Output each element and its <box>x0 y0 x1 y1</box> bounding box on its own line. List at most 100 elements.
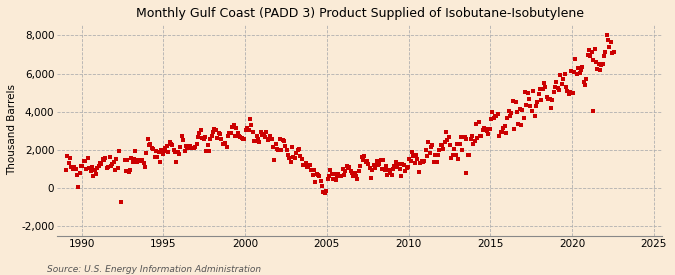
Point <box>318 190 329 194</box>
Point <box>387 167 398 171</box>
Point <box>308 168 319 172</box>
Point <box>576 68 587 72</box>
Point <box>310 180 321 184</box>
Point <box>454 142 465 146</box>
Point <box>430 153 441 158</box>
Point <box>394 167 405 171</box>
Point <box>426 144 437 149</box>
Point <box>414 161 425 166</box>
Point <box>526 109 537 113</box>
Point <box>251 134 262 138</box>
Point <box>236 136 247 141</box>
Y-axis label: Thousand Barrels: Thousand Barrels <box>7 84 17 175</box>
Point <box>138 161 149 165</box>
Point <box>204 149 215 153</box>
Point <box>314 174 325 178</box>
Point <box>193 135 204 139</box>
Point <box>375 158 386 162</box>
Point <box>588 58 599 62</box>
Point <box>338 173 349 178</box>
Point <box>417 160 428 164</box>
Point <box>464 152 475 157</box>
Point <box>137 157 148 162</box>
Point <box>422 153 433 158</box>
Point <box>72 173 82 177</box>
Point <box>283 153 294 157</box>
Point <box>134 159 145 163</box>
Point <box>128 160 138 164</box>
Point <box>197 136 208 140</box>
Point <box>201 149 212 154</box>
Point <box>172 149 183 154</box>
Point <box>488 116 499 120</box>
Point <box>567 91 578 95</box>
Point <box>240 128 251 132</box>
Point <box>439 139 450 144</box>
Point <box>460 171 471 175</box>
Point <box>122 158 133 162</box>
Point <box>85 169 96 173</box>
Point <box>130 149 141 153</box>
Point <box>452 142 462 147</box>
Point <box>125 167 136 172</box>
Point <box>66 164 77 169</box>
Point <box>477 128 488 132</box>
Point <box>160 145 171 150</box>
Point <box>457 148 468 152</box>
Point <box>560 84 571 89</box>
Point <box>535 87 545 91</box>
Point <box>161 144 172 148</box>
Point <box>547 97 558 102</box>
Point <box>200 135 211 140</box>
Point <box>90 172 101 177</box>
Point <box>246 122 256 127</box>
Point <box>105 164 116 169</box>
Point <box>69 165 80 169</box>
Point <box>165 142 176 146</box>
Point <box>574 70 585 75</box>
Point <box>111 157 122 161</box>
Point <box>516 123 526 127</box>
Point <box>299 163 310 167</box>
Point <box>142 137 153 142</box>
Point <box>540 85 551 89</box>
Point <box>81 167 92 172</box>
Point <box>366 175 377 180</box>
Point <box>334 174 345 178</box>
Point <box>155 160 165 164</box>
Point <box>100 155 111 160</box>
Point <box>119 158 130 162</box>
Point <box>213 130 224 135</box>
Point <box>539 81 549 86</box>
Point <box>96 161 107 166</box>
Point <box>580 83 591 87</box>
Point <box>182 144 192 149</box>
Point <box>322 177 333 181</box>
Point <box>140 164 151 169</box>
Point <box>601 33 612 37</box>
Point <box>268 145 279 149</box>
Point <box>234 134 244 138</box>
Point <box>266 137 277 141</box>
Point <box>505 114 516 118</box>
Point <box>279 139 290 144</box>
Point <box>520 90 531 94</box>
Point <box>121 169 132 174</box>
Point <box>151 149 161 153</box>
Point <box>476 134 487 138</box>
Point <box>202 142 213 147</box>
Point <box>427 142 438 147</box>
Point <box>512 110 522 114</box>
Point <box>355 164 366 169</box>
Point <box>509 126 520 131</box>
Point <box>84 166 95 171</box>
Point <box>385 171 396 175</box>
Point <box>396 174 406 178</box>
Point <box>608 50 619 55</box>
Point <box>392 165 402 169</box>
Point <box>587 50 597 54</box>
Point <box>141 151 152 156</box>
Point <box>442 137 453 142</box>
Point <box>421 147 431 152</box>
Point <box>583 53 593 58</box>
